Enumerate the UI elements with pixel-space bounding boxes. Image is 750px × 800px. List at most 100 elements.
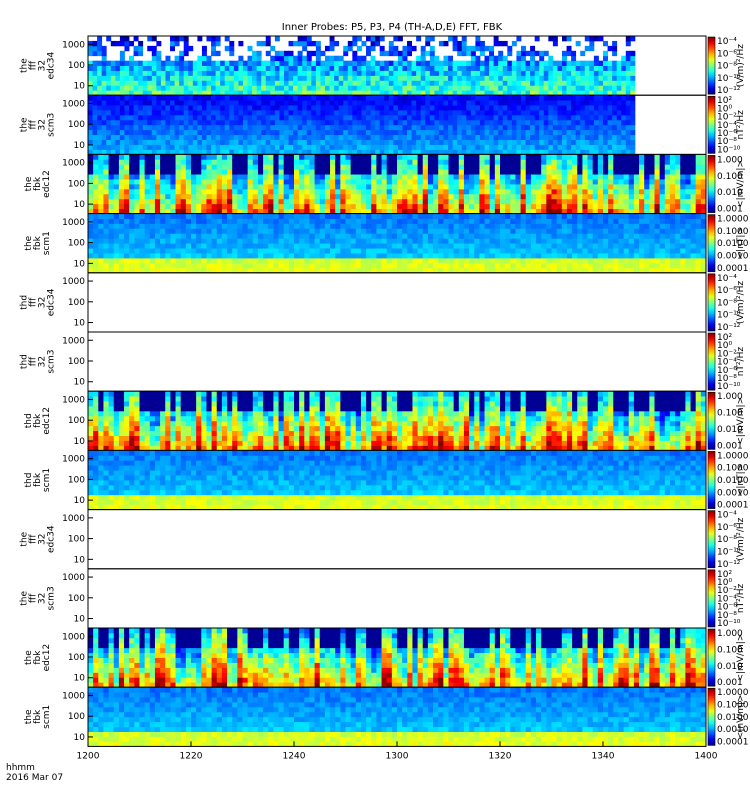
spectrogram-cell: [175, 179, 182, 185]
spectrogram-cell: [156, 105, 162, 111]
spectrogram-cell: [252, 119, 258, 126]
spectrogram-cell: [297, 85, 303, 91]
spectrogram-cell: [417, 184, 424, 190]
spectrogram-cell: [393, 129, 399, 136]
spectrogram-cell: [293, 134, 299, 140]
spectrogram-cell: [247, 223, 254, 229]
spectrogram-cell: [283, 70, 289, 76]
spectrogram-cell: [612, 45, 618, 52]
spectrogram-cell: [343, 95, 349, 101]
spectrogram-cell: [603, 85, 608, 91]
spectrogram-cell: [151, 95, 157, 101]
spectrogram-cell: [493, 40, 499, 47]
spectrogram-cell: [311, 85, 317, 91]
spectrogram-cell: [133, 85, 139, 91]
spectrogram-cell: [562, 85, 567, 91]
spectrogram-cell: [101, 80, 107, 86]
spectrogram-cell: [170, 188, 176, 195]
spectrogram-cell: [644, 203, 650, 210]
spectrogram-cell: [500, 193, 506, 200]
spectrogram-cell: [493, 149, 499, 155]
spectrogram-cell: [293, 105, 299, 111]
spectrogram-cell: [151, 124, 157, 131]
spectrogram-cell: [438, 188, 444, 195]
spectrogram-cell: [479, 253, 485, 259]
spectrogram-cell: [664, 179, 671, 185]
spectrogram-cell: [263, 208, 269, 214]
spectrogram-cell: [302, 124, 308, 131]
spectrogram-cell: [479, 129, 485, 136]
spectrogram-cell: [376, 193, 382, 200]
spectrogram-cell: [165, 90, 171, 96]
spectrogram-cell: [525, 193, 532, 200]
spectrogram-cell: [165, 203, 171, 210]
colorbar-tick-label: 0.001: [717, 205, 743, 215]
spectrogram-cell: [233, 134, 239, 140]
spectrogram-cell: [268, 213, 274, 219]
spectrogram-cell: [242, 100, 248, 106]
spectrogram-cell: [511, 124, 517, 131]
spectrogram-cell: [196, 193, 202, 200]
spectrogram-cell: [97, 124, 103, 131]
spectrogram-cell: [543, 75, 549, 81]
spectrogram-cell: [484, 184, 491, 190]
spectrogram-cell: [329, 55, 335, 62]
spectrogram-cell: [309, 262, 315, 269]
spectrogram-cell: [469, 233, 475, 239]
spectrogram-cell: [320, 100, 326, 106]
spectrogram-cell: [541, 208, 547, 214]
spectrogram-cell: [584, 144, 590, 150]
spectrogram-cell: [360, 174, 367, 180]
spectrogram-cell: [361, 149, 367, 155]
spectrogram-cell: [623, 164, 630, 170]
colorbar-tick-label: 10⁻⁴: [717, 37, 737, 47]
spectrogram-cell: [201, 134, 207, 140]
spectrogram-cell: [347, 80, 353, 86]
spectrogram-cell: [427, 248, 434, 254]
spectrogram-cell: [257, 218, 264, 224]
spectrogram-cell: [196, 238, 202, 244]
spectrogram-cell: [237, 198, 243, 205]
spectrogram-cell: [211, 262, 218, 269]
spectrogram-cell: [183, 40, 189, 47]
spectrogram-cell: [391, 213, 398, 219]
spectrogram-cell: [580, 105, 586, 111]
spectrogram-cell: [238, 70, 244, 76]
spectrogram-cell: [411, 85, 417, 91]
spectrogram-cell: [557, 139, 563, 145]
spectrogram-cell: [621, 55, 627, 62]
spectrogram-cell: [391, 238, 398, 244]
spectrogram-cell: [232, 174, 238, 180]
spectrogram-cell: [371, 154, 377, 160]
spectrogram-cell: [530, 174, 537, 180]
spectrogram-cell: [566, 80, 572, 86]
spectrogram-cell: [507, 75, 513, 81]
spectrogram-cell: [180, 213, 187, 219]
spectrogram-cell: [206, 65, 212, 71]
spectrogram-cell: [566, 179, 573, 185]
spectrogram-cell: [283, 154, 290, 160]
spectrogram-cell: [612, 60, 618, 66]
spectrogram-cell: [165, 85, 171, 91]
spectrogram-cell: [685, 188, 691, 195]
spectrogram-cell: [443, 159, 449, 165]
spectrogram-cell: [134, 218, 140, 224]
spectrogram-cell: [334, 129, 340, 136]
spectrogram-cell: [407, 149, 412, 155]
spectrogram-cell: [584, 60, 590, 66]
spectrogram-cell: [621, 134, 627, 140]
spectrogram-cell: [283, 248, 290, 254]
spectrogram-cell: [580, 80, 586, 86]
colorbar-tick-label: 10⁰: [717, 104, 732, 114]
spectrogram-cell: [582, 159, 588, 165]
spectrogram-cell: [93, 233, 99, 239]
spectrogram-cell: [384, 100, 390, 106]
spectrogram-cell: [237, 169, 243, 175]
spectrogram-cell: [138, 95, 144, 101]
spectrogram-cell: [345, 248, 352, 254]
spectrogram-cell: [106, 85, 112, 91]
spectrogram-cell: [238, 60, 244, 66]
spectrogram-cell: [129, 213, 135, 219]
spectrogram-cell: [566, 164, 573, 170]
spectrogram-cell: [422, 248, 429, 254]
